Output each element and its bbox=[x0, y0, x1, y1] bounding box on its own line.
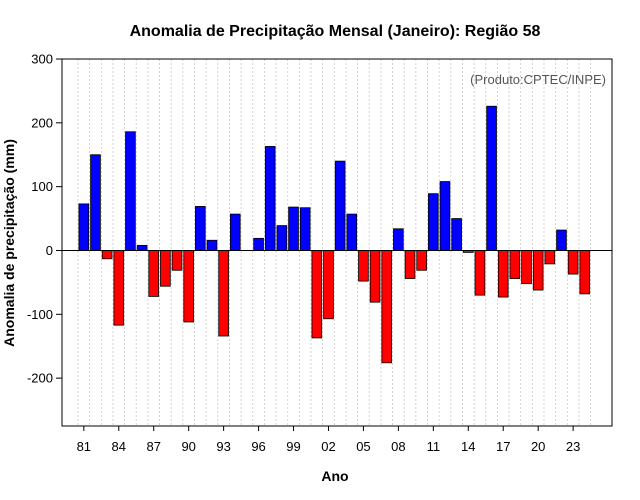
y-axis: -200 -100 0 100 200 300 bbox=[27, 52, 62, 386]
bar-1989 bbox=[171, 250, 183, 271]
x-axis-label: Ano bbox=[321, 468, 348, 484]
bar-2005 bbox=[358, 250, 369, 282]
x-tick-label: 23 bbox=[566, 439, 580, 454]
x-tick-label: 20 bbox=[531, 439, 545, 454]
x-tick-label: 90 bbox=[181, 439, 195, 454]
bar-2022 bbox=[556, 229, 567, 251]
x-tick-label: 99 bbox=[286, 439, 300, 454]
bar-1993 bbox=[218, 250, 229, 337]
bar-2003 bbox=[334, 160, 346, 251]
bar-2017 bbox=[497, 250, 509, 298]
bar-1994 bbox=[229, 213, 241, 251]
x-tick-label: 11 bbox=[427, 439, 441, 454]
bar-2006 bbox=[369, 250, 381, 303]
y-tick-label: 300 bbox=[31, 52, 53, 67]
bar-1986 bbox=[136, 244, 148, 251]
bars bbox=[78, 105, 591, 364]
bar-2023 bbox=[567, 250, 579, 275]
bar-2010 bbox=[416, 250, 427, 271]
bar-2004 bbox=[346, 213, 358, 251]
bar-2013 bbox=[451, 218, 462, 251]
x-tick-label: 87 bbox=[146, 439, 160, 454]
bar-2011 bbox=[428, 193, 439, 251]
bar-2016 bbox=[486, 105, 497, 251]
bar-1991 bbox=[195, 206, 206, 251]
bar-2000 bbox=[299, 207, 311, 251]
bar-1982 bbox=[90, 154, 101, 251]
bar-2012 bbox=[439, 181, 451, 251]
bar-2018 bbox=[509, 250, 521, 279]
bar-2008 bbox=[393, 228, 404, 251]
x-axis: 81 84 87 90 93 96 99 02 05 08 11 14 17 20 23 bbox=[77, 426, 580, 454]
x-tick-label: 05 bbox=[356, 439, 370, 454]
y-tick-label: -200 bbox=[27, 371, 53, 386]
bar-2002 bbox=[323, 250, 334, 320]
bar-1998 bbox=[276, 225, 288, 251]
bar-1992 bbox=[206, 239, 218, 251]
x-tick-label: 84 bbox=[112, 439, 126, 454]
bar-1997 bbox=[264, 146, 276, 251]
chart-title: Anomalia de Precipitação Mensal (Janeiro… bbox=[130, 23, 541, 40]
bar-2021 bbox=[544, 250, 556, 265]
bar-2020 bbox=[532, 250, 544, 291]
bar-1984 bbox=[113, 250, 125, 326]
bar-1990 bbox=[183, 250, 194, 323]
x-tick-label: 17 bbox=[496, 439, 510, 454]
x-tick-label: 02 bbox=[321, 439, 335, 454]
bar-1988 bbox=[160, 250, 171, 287]
x-tick-label: 81 bbox=[77, 439, 91, 454]
x-tick-label: 08 bbox=[391, 439, 405, 454]
y-tick-label: 200 bbox=[31, 115, 53, 130]
y-axis-label: Anomalia de precipitação (mm) bbox=[1, 139, 17, 347]
bar-1981 bbox=[78, 203, 90, 251]
bar-1983 bbox=[101, 250, 113, 260]
bar-2019 bbox=[521, 250, 532, 285]
bar-2001 bbox=[311, 250, 323, 339]
grid-lines bbox=[77, 59, 591, 426]
plot-frame bbox=[61, 58, 613, 427]
bar-2024 bbox=[579, 250, 591, 295]
credit-label: (Produto:CPTEC/INPE) bbox=[470, 72, 606, 87]
y-tick-label: -100 bbox=[27, 307, 53, 322]
x-tick-label: 96 bbox=[251, 439, 265, 454]
bar-1987 bbox=[148, 250, 160, 297]
x-tick-label: 93 bbox=[216, 439, 230, 454]
bar-1999 bbox=[288, 206, 299, 251]
bar-2009 bbox=[404, 250, 416, 279]
x-tick-label: 14 bbox=[461, 439, 475, 454]
y-tick-label: 0 bbox=[46, 243, 53, 258]
bar-1996 bbox=[253, 237, 264, 251]
bar-1985 bbox=[125, 131, 136, 251]
y-tick-label: 100 bbox=[31, 179, 53, 194]
bar-2007 bbox=[381, 250, 393, 364]
bar-2015 bbox=[474, 250, 486, 296]
